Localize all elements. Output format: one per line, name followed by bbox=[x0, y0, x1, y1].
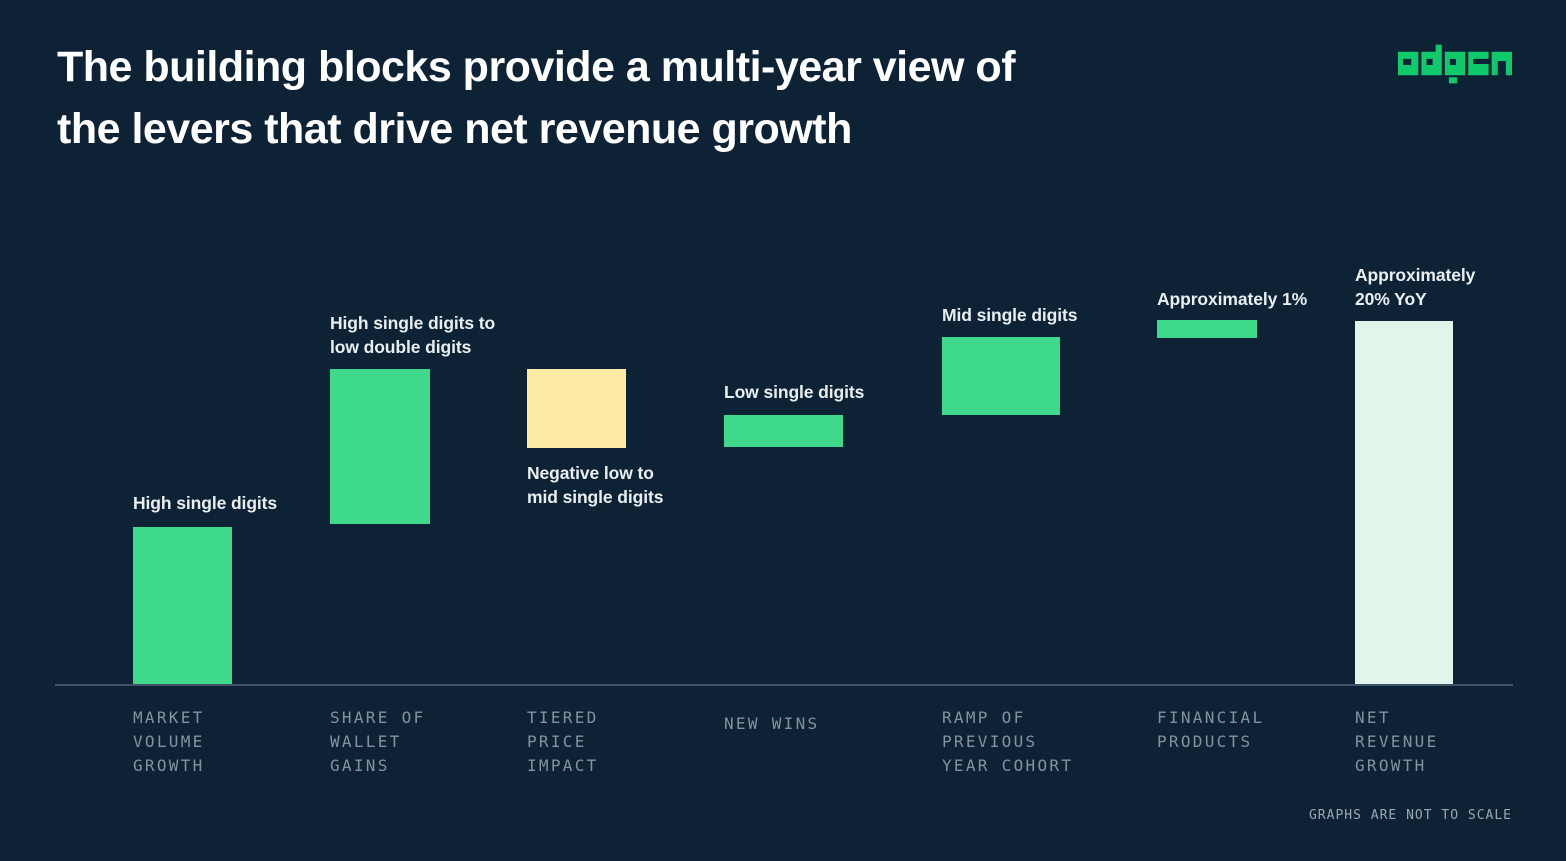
scale-disclaimer: GRAPHS ARE NOT TO SCALE bbox=[1308, 808, 1512, 823]
bar-value-label-ramp-of-previous-year-cohort: Mid single digits bbox=[942, 303, 1077, 327]
bar-share-of-wallet-gains bbox=[330, 369, 430, 524]
axis-label-line: PRICE bbox=[527, 732, 587, 751]
axis-label-tiered-price-impact: TIERED PRICE IMPACT bbox=[527, 706, 599, 778]
axis-label-net-revenue-growth: NET REVENUE GROWTH bbox=[1355, 706, 1439, 778]
axis-label-share-of-wallet-gains: SHARE OF WALLET GAINS bbox=[330, 706, 425, 778]
axis-label-line: PREVIOUS bbox=[942, 732, 1038, 751]
bar-financial-products bbox=[1157, 320, 1257, 338]
axis-label-financial-products: FINANCIAL PRODUCTS bbox=[1157, 706, 1264, 754]
bar-value-label-line: Low single digits bbox=[724, 382, 865, 402]
bar-value-label-new-wins: Low single digits bbox=[724, 380, 864, 404]
bar-value-label-net-revenue-growth: Approximately 20% YoY bbox=[1355, 263, 1475, 311]
axis-label-line: MARKET bbox=[133, 708, 205, 727]
bar-value-label-line: mid single digits bbox=[527, 487, 664, 507]
bar-value-label-line: 20% YoY bbox=[1355, 289, 1427, 309]
baseline-axis bbox=[55, 684, 1513, 686]
bar-value-label-tiered-price-impact: Negative low to mid single digits bbox=[527, 461, 663, 509]
axis-label-line: WALLET bbox=[330, 732, 402, 751]
bar-market-volume-growth bbox=[133, 527, 232, 685]
page-title-line-1: The building blocks provide a multi-year… bbox=[57, 43, 1016, 91]
bar-value-label-line: High single digits to bbox=[330, 313, 496, 333]
bar-value-label-line: Negative low to bbox=[527, 463, 654, 483]
adyen-logo bbox=[1398, 44, 1512, 84]
axis-label-line: NEW WINS bbox=[724, 714, 820, 733]
bar-value-label-line: Approximately 1% bbox=[1157, 289, 1308, 309]
page-title-line-2: the levers that drive net revenue growth bbox=[57, 105, 852, 153]
bar-value-label-line: Approximately bbox=[1355, 265, 1476, 285]
page-title: The building blocks provide a multi-year… bbox=[57, 36, 1016, 160]
bar-net-revenue-growth bbox=[1355, 321, 1453, 685]
axis-label-line: PRODUCTS bbox=[1157, 732, 1253, 751]
bar-new-wins bbox=[724, 415, 843, 447]
axis-label-line: GAINS bbox=[330, 756, 390, 775]
axis-label-new-wins: NEW WINS bbox=[724, 712, 819, 736]
bar-value-label-share-of-wallet-gains: High single digits to low double digits bbox=[330, 311, 495, 359]
axis-label-line: VOLUME bbox=[133, 732, 205, 751]
bar-value-label-line: Mid single digits bbox=[942, 305, 1078, 325]
axis-label-line: FINANCIAL bbox=[1157, 708, 1265, 727]
adyen-logo-icon bbox=[1398, 44, 1512, 84]
axis-label-line: NET bbox=[1355, 708, 1391, 727]
axis-label-line: IMPACT bbox=[527, 756, 599, 775]
axis-label-line: GROWTH bbox=[1355, 756, 1427, 775]
bar-value-label-line: High single digits bbox=[133, 493, 278, 513]
bar-value-label-financial-products: Approximately 1% bbox=[1157, 287, 1307, 311]
axis-label-line: RAMP OF bbox=[942, 708, 1026, 727]
axis-label-line: REVENUE bbox=[1355, 732, 1439, 751]
bar-ramp-of-previous-year-cohort bbox=[942, 337, 1060, 415]
bar-value-label-market-volume-growth: High single digits bbox=[133, 491, 277, 515]
axis-label-market-volume-growth: MARKET VOLUME GROWTH bbox=[133, 706, 205, 778]
axis-label-line: SHARE OF bbox=[330, 708, 426, 727]
axis-label-line: GROWTH bbox=[133, 756, 205, 775]
bar-tiered-price-impact bbox=[527, 369, 626, 448]
axis-label-ramp-of-previous-year-cohort: RAMP OF PREVIOUS YEAR COHORT bbox=[942, 706, 1073, 778]
axis-label-line: YEAR COHORT bbox=[942, 756, 1074, 775]
axis-label-line: TIERED bbox=[527, 708, 599, 727]
bar-value-label-line: low double digits bbox=[330, 337, 472, 357]
